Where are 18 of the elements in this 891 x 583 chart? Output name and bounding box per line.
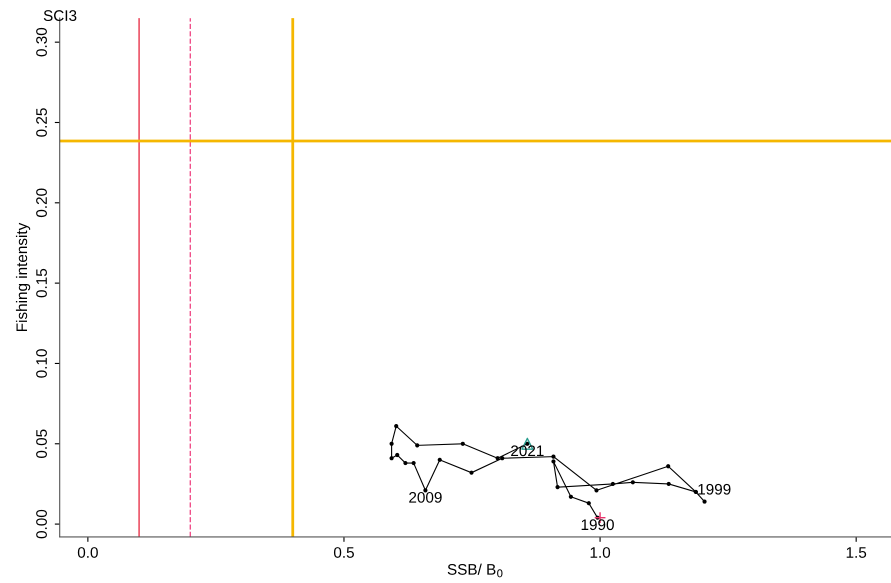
y-tick-label: 0.10 (36, 349, 47, 378)
annotation: 1999 (698, 484, 731, 495)
x-tick-label: 0.5 (334, 547, 354, 558)
x-tick-label: 1.0 (590, 547, 610, 558)
x-tick-label: 1.5 (846, 547, 866, 558)
y-tick-label: 0.05 (36, 430, 47, 458)
y-axis-title: Fishing intensity (16, 222, 30, 332)
annotation: 2009 (409, 492, 442, 503)
y-tick-label: 0.00 (36, 510, 47, 538)
x-axis-title: SSB/ B$_{0}$ (448, 564, 502, 578)
y-tick-label: 0.25 (36, 108, 47, 137)
y-tick-label: 0.30 (36, 28, 47, 56)
x-tick-label: 0.0 (78, 547, 98, 558)
y-tick-label: 0.15 (36, 268, 47, 298)
annotation: 2021 (511, 445, 544, 456)
chart-title: SCI3 (44, 10, 76, 21)
annotation: 1990 (582, 519, 614, 530)
y-tick-label: 0.20 (36, 188, 47, 218)
